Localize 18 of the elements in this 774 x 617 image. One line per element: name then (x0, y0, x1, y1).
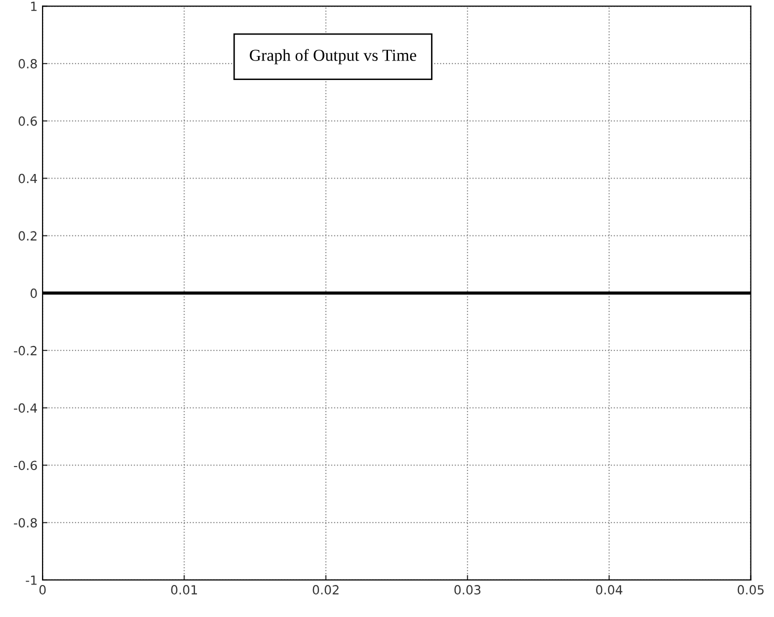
x-tick-label: 0.05 (738, 585, 764, 595)
y-tick-label: 0.4 (18, 174, 38, 184)
y-tick-label: 0.2 (18, 231, 36, 241)
y-tick-label: 0.8 (18, 59, 37, 68)
y-tick-label: -1 (26, 576, 37, 585)
x-tick-label: 0.02 (312, 585, 339, 595)
y-tick-label: 0 (30, 288, 37, 298)
text: Graph of Output vs Time (250, 49, 416, 64)
y-tick-label: -0.2 (14, 346, 36, 356)
x-tick-label: 0.03 (454, 585, 480, 595)
x-tick-label: 0 (39, 585, 46, 595)
y-tick-label: 0.6 (18, 116, 37, 126)
y-tick-label: 1 (31, 2, 37, 11)
y-tick-label: -0.4 (14, 403, 38, 413)
y-tick-label: -0.8 (14, 518, 37, 528)
x-tick-label: 0.04 (596, 585, 622, 595)
x-tick-label: 0.01 (171, 585, 197, 595)
y-tick-label: -0.6 (14, 460, 37, 470)
